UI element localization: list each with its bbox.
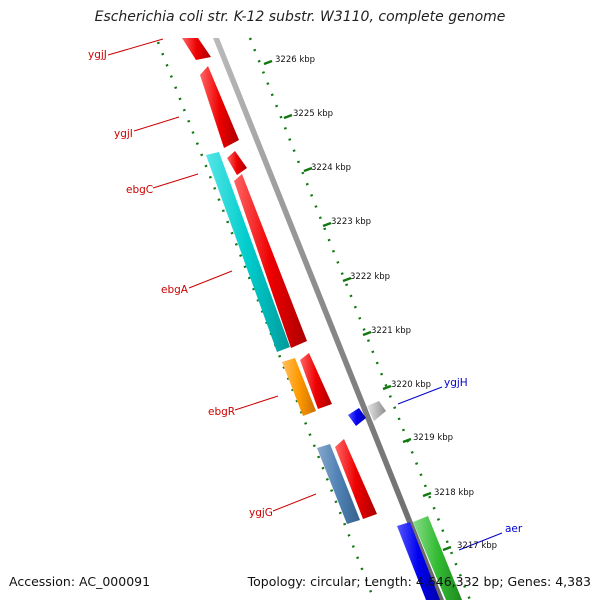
scale-tick	[322, 221, 332, 228]
gene-label-ygjG[interactable]: ygjG	[249, 507, 273, 519]
scale-tick	[263, 59, 273, 66]
genome-backbone	[213, 38, 444, 600]
gene-feature	[282, 358, 316, 416]
gene-leader-line	[152, 173, 199, 189]
gene-leader-line	[133, 116, 180, 132]
scale-tick	[382, 384, 392, 391]
scale-tick	[342, 276, 352, 283]
genome-summary-text: Topology: circular; Length: 4,646,332 bp…	[247, 574, 591, 589]
gene-feature	[335, 439, 377, 519]
gene-feature	[413, 516, 462, 600]
scale-tick-marks	[263, 59, 452, 552]
inner-dotted-track	[248, 37, 472, 600]
gene-leader-line	[272, 493, 317, 512]
gene-label-ygjH[interactable]: ygjH	[444, 377, 468, 389]
gene-label-ebgC[interactable]: ebgC	[126, 184, 153, 196]
gene-label-aer[interactable]: aer	[505, 523, 523, 535]
gene-feature	[182, 38, 211, 60]
gene-feature	[397, 522, 440, 600]
scale-label: 3226 kbp	[275, 55, 315, 65]
scale-label: 3225 kbp	[293, 109, 333, 119]
scale-label: 3218 kbp	[434, 488, 474, 498]
accession-text: Accession: AC_000091	[9, 574, 151, 589]
gene-feature	[317, 444, 360, 524]
scale-label: 3217 kbp	[457, 541, 497, 551]
gene-feature	[234, 174, 307, 348]
gene-leader-line	[458, 532, 503, 551]
scale-tick	[362, 330, 372, 337]
gene-feature	[300, 353, 332, 409]
gene-feature	[206, 152, 290, 352]
scale-label: 3221 kbp	[371, 326, 411, 336]
gene-leader-line	[107, 38, 164, 56]
scale-label: 3222 kbp	[350, 272, 390, 282]
gene-label-ygjI[interactable]: ygjI	[114, 128, 133, 140]
gene-feature	[367, 401, 386, 421]
gene-label-ygjJ[interactable]: ygjJ	[88, 49, 107, 61]
gene-leader-line	[234, 395, 279, 411]
gene-feature	[227, 151, 247, 175]
scale-label: 3219 kbp	[413, 433, 453, 443]
gene-leader-line	[397, 386, 443, 405]
gene-leader-line	[188, 270, 233, 289]
scale-label: 3220 kbp	[391, 380, 431, 390]
gene-label-ebgR[interactable]: ebgR	[208, 406, 235, 418]
scale-label: 3224 kbp	[311, 163, 351, 173]
scale-tick	[283, 113, 293, 120]
gene-label-ebgA[interactable]: ebgA	[161, 284, 189, 296]
scale-label: 3223 kbp	[331, 217, 371, 227]
scale-tick	[442, 545, 452, 552]
scale-tick	[303, 166, 313, 173]
gene-feature	[200, 66, 239, 148]
gene-feature	[348, 408, 366, 426]
map-title: Escherichia coli str. K-12 substr. W3110…	[94, 9, 506, 25]
scale-tick	[402, 437, 412, 444]
scale-tick	[422, 491, 432, 498]
